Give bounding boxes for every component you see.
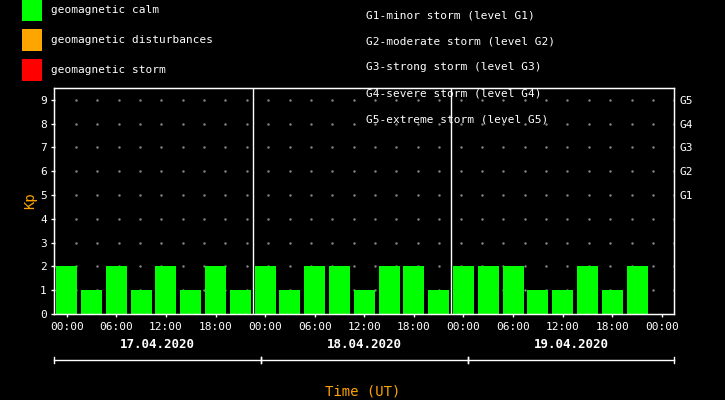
Bar bbox=[577, 266, 598, 314]
Bar bbox=[354, 290, 375, 314]
Text: 18.04.2020: 18.04.2020 bbox=[327, 338, 402, 350]
Bar bbox=[453, 266, 474, 314]
Bar bbox=[428, 290, 450, 314]
Bar bbox=[403, 266, 424, 314]
Bar bbox=[502, 266, 523, 314]
Bar bbox=[230, 290, 251, 314]
Bar bbox=[205, 266, 226, 314]
Text: Time (UT): Time (UT) bbox=[325, 384, 400, 398]
Bar bbox=[106, 266, 127, 314]
Bar bbox=[304, 266, 326, 314]
Bar bbox=[626, 266, 647, 314]
Bar bbox=[81, 290, 102, 314]
Bar bbox=[155, 266, 176, 314]
Bar bbox=[552, 290, 573, 314]
Text: geomagnetic disturbances: geomagnetic disturbances bbox=[51, 35, 212, 45]
Bar bbox=[329, 266, 350, 314]
Bar bbox=[181, 290, 202, 314]
Bar bbox=[478, 266, 499, 314]
Text: G4-severe storm (level G4): G4-severe storm (level G4) bbox=[366, 88, 542, 98]
Bar bbox=[254, 266, 276, 314]
Bar bbox=[602, 290, 623, 314]
Text: geomagnetic storm: geomagnetic storm bbox=[51, 65, 165, 75]
Text: G3-strong storm (level G3): G3-strong storm (level G3) bbox=[366, 62, 542, 72]
Bar bbox=[130, 290, 152, 314]
Text: G2-moderate storm (level G2): G2-moderate storm (level G2) bbox=[366, 36, 555, 46]
Text: G5-extreme storm (level G5): G5-extreme storm (level G5) bbox=[366, 114, 548, 124]
Text: 17.04.2020: 17.04.2020 bbox=[120, 338, 195, 350]
Text: geomagnetic calm: geomagnetic calm bbox=[51, 5, 159, 15]
Text: G1-minor storm (level G1): G1-minor storm (level G1) bbox=[366, 10, 535, 20]
Bar bbox=[57, 266, 78, 314]
Bar bbox=[527, 290, 548, 314]
Bar bbox=[279, 290, 300, 314]
Y-axis label: Kp: Kp bbox=[23, 193, 37, 209]
Bar bbox=[378, 266, 399, 314]
Text: 19.04.2020: 19.04.2020 bbox=[534, 338, 608, 350]
